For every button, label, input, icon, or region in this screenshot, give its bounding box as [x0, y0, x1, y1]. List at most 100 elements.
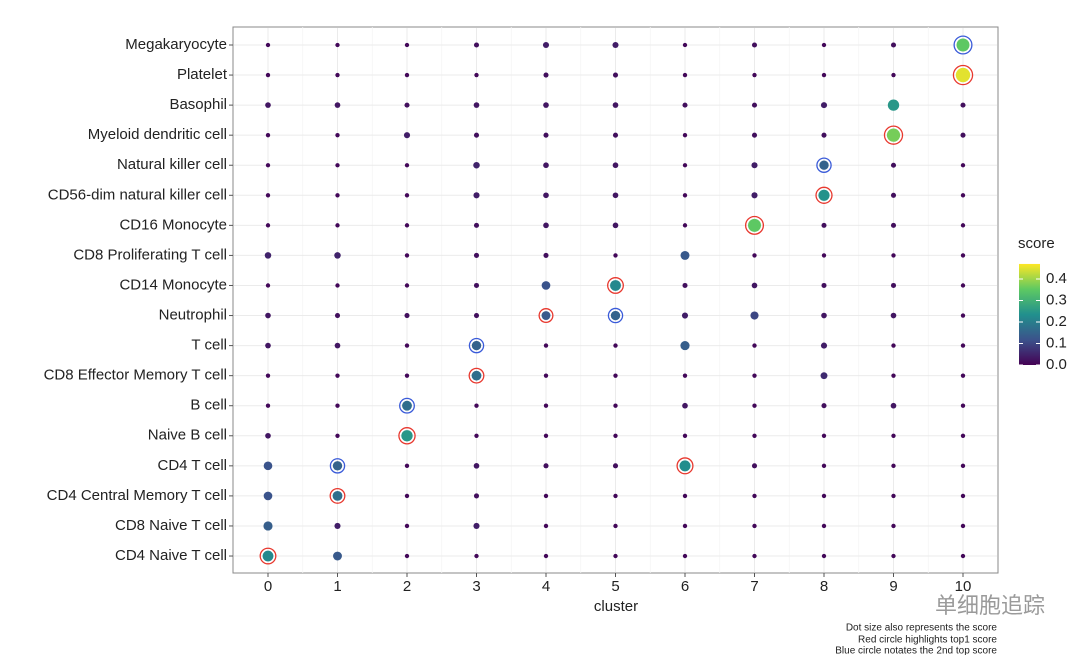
dot	[543, 403, 549, 408]
dot	[887, 99, 900, 111]
dot	[543, 523, 549, 529]
dot	[890, 312, 897, 319]
dot	[610, 310, 621, 321]
dot	[264, 252, 272, 259]
dot	[543, 162, 549, 169]
dot	[265, 342, 271, 349]
dot	[332, 490, 343, 501]
dot	[262, 550, 274, 562]
dot	[891, 433, 896, 438]
dot	[335, 193, 340, 198]
dot	[891, 343, 896, 348]
dot	[890, 42, 897, 48]
highlight-ring	[953, 35, 973, 55]
dot	[960, 463, 966, 469]
x-tick-label: 1	[333, 578, 341, 595]
dot	[334, 252, 341, 259]
x-tick-label: 4	[542, 578, 550, 595]
dot	[682, 553, 688, 559]
y-tick-label: Natural killer cell	[117, 156, 227, 173]
dot	[404, 553, 410, 559]
dot	[334, 313, 341, 319]
dot	[543, 343, 549, 348]
y-tick-label: CD4 Central Memory T cell	[47, 487, 227, 504]
highlight-ring	[538, 308, 554, 324]
dot	[679, 460, 691, 472]
y-tick-label: CD56-dim natural killer cell	[48, 186, 227, 203]
dot	[682, 72, 688, 78]
dot	[543, 222, 549, 229]
dot	[890, 402, 897, 409]
dot	[335, 72, 340, 78]
dot	[960, 433, 966, 438]
legend-title: score	[1018, 235, 1055, 252]
dot	[543, 252, 549, 258]
dot	[543, 72, 549, 78]
y-tick-label: Megakaryocyte	[125, 36, 227, 53]
dot	[751, 132, 758, 138]
dot	[612, 222, 619, 229]
dot	[751, 102, 758, 108]
dot	[613, 523, 618, 529]
dot	[473, 132, 480, 138]
dot	[404, 163, 410, 168]
dot	[404, 253, 410, 258]
dot	[335, 163, 340, 168]
dot	[613, 253, 618, 258]
dot	[541, 311, 551, 320]
y-tick-label: B cell	[190, 397, 227, 414]
dot	[333, 551, 342, 561]
y-tick-label: CD8 Proliferating T cell	[73, 246, 227, 263]
dot	[682, 133, 688, 138]
y-tick-label: CD8 Effector Memory T cell	[44, 367, 227, 384]
dot	[821, 222, 827, 228]
dot	[680, 341, 690, 351]
y-tick-label: CD16 Monocyte	[119, 216, 227, 233]
dot	[473, 252, 480, 258]
watermark: 单细胞追踪	[935, 593, 1045, 618]
x-tick-label: 8	[820, 578, 828, 595]
dot	[334, 342, 341, 349]
colorbar-label: 0.4	[1046, 270, 1067, 287]
dot	[474, 72, 479, 78]
dot	[821, 493, 827, 499]
dot	[891, 553, 896, 559]
dot	[821, 433, 827, 438]
dot	[751, 162, 758, 169]
dot	[821, 312, 827, 319]
dot	[263, 491, 273, 501]
colorbar	[1019, 263, 1040, 365]
dot	[334, 102, 341, 108]
dot	[891, 523, 896, 529]
colorbar-label: 0.0	[1046, 356, 1067, 373]
dot	[960, 313, 966, 318]
dot	[748, 218, 761, 232]
dot	[682, 493, 688, 499]
dot	[334, 522, 341, 530]
dot	[404, 523, 410, 529]
note: Dot size also represents the score	[846, 623, 998, 634]
dot	[335, 433, 340, 438]
y-tick-label: CD4 Naive T cell	[115, 547, 227, 564]
dot	[820, 102, 828, 109]
dot	[886, 128, 901, 142]
dot	[821, 42, 827, 48]
dot	[471, 370, 482, 381]
dot	[474, 403, 479, 408]
dot	[265, 193, 271, 198]
dot	[265, 223, 271, 228]
dot	[404, 42, 410, 48]
dot	[471, 340, 482, 351]
dot	[821, 253, 827, 258]
dot	[682, 193, 688, 198]
dot	[960, 223, 966, 228]
dot	[404, 223, 410, 228]
dot	[265, 163, 271, 168]
y-tick-label: CD8 Naive T cell	[115, 517, 227, 534]
dot	[473, 522, 480, 530]
dot	[613, 553, 618, 559]
dot	[473, 282, 480, 289]
dot	[682, 102, 688, 108]
dot	[335, 403, 340, 408]
